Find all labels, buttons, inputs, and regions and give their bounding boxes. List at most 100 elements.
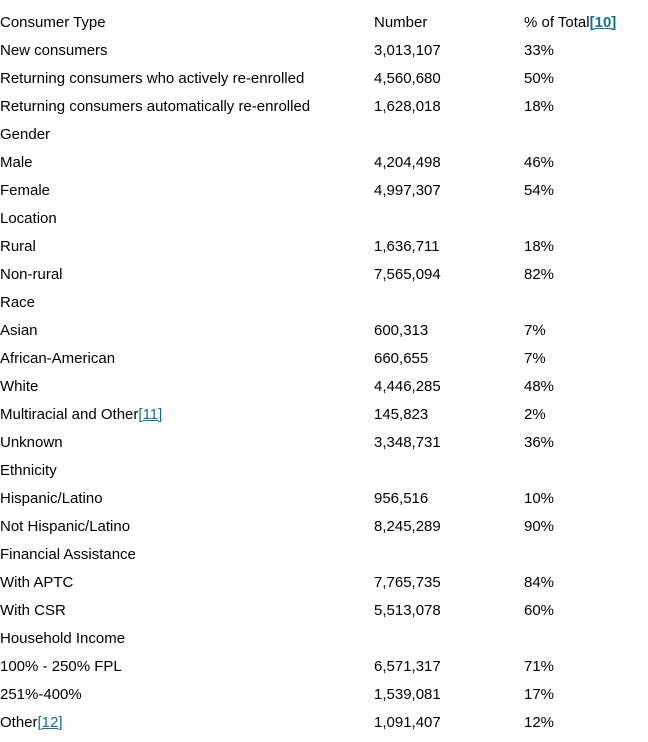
row-number: 4,446,285 <box>374 377 441 395</box>
row-percent: 54% <box>524 181 555 199</box>
column-header-number: Number <box>374 13 428 31</box>
table-row: With CSR 5,513,078 60% <box>0 596 648 624</box>
row-label: 100% - 250% FPL <box>0 657 122 675</box>
row-label: Female <box>0 181 51 199</box>
row-percent: 84% <box>524 573 555 591</box>
row-percent: 2% <box>524 405 546 423</box>
pct-of-total-label: % of Total <box>524 13 590 31</box>
table-row: Hispanic/Latino 956,516 10% <box>0 484 648 512</box>
row-number: 3,348,731 <box>374 433 441 451</box>
section-header-ethnicity: Ethnicity <box>0 461 57 479</box>
section-header-row: Race <box>0 288 648 316</box>
row-label: 251%-400% <box>0 685 82 703</box>
table-row: Other[12] 1,091,407 12% <box>0 708 648 736</box>
table-row: Male 4,204,498 46% <box>0 148 648 176</box>
row-label: Non-rural <box>0 265 63 283</box>
row-percent: 60% <box>524 601 555 619</box>
row-label: Returning consumers automatically re-enr… <box>0 97 311 115</box>
row-percent: 18% <box>524 97 555 115</box>
row-label: Hispanic/Latino <box>0 489 103 507</box>
footnote-link-11[interactable]: [11] <box>138 405 163 423</box>
row-label-text: Other <box>0 713 38 731</box>
row-percent: 17% <box>524 685 555 703</box>
row-label: Rural <box>0 237 36 255</box>
row-percent: 7% <box>524 349 546 367</box>
row-label: Male <box>0 153 33 171</box>
section-header-row: Location <box>0 204 648 232</box>
row-label: Other[12] <box>0 708 374 736</box>
row-number: 6,571,317 <box>374 657 441 675</box>
section-header-financial-assistance: Financial Assistance <box>0 545 136 563</box>
row-number: 1,539,081 <box>374 685 441 703</box>
row-number: 7,565,094 <box>374 265 441 283</box>
table-row: With APTC 7,765,735 84% <box>0 568 648 596</box>
table-row: Non-rural 7,565,094 82% <box>0 260 648 288</box>
row-number: 1,091,407 <box>374 713 441 731</box>
row-number: 660,655 <box>374 349 429 367</box>
row-number: 7,765,735 <box>374 573 441 591</box>
row-label: Not Hispanic/Latino <box>0 517 131 535</box>
row-label: White <box>0 377 39 395</box>
table-header-row: Consumer Type Number % of Total[10] <box>0 8 648 36</box>
table-row: Multiracial and Other[11] 145,823 2% <box>0 400 648 428</box>
row-percent: 90% <box>524 517 555 535</box>
footnote-link-12[interactable]: [12] <box>37 713 63 731</box>
section-header-row: Financial Assistance <box>0 540 648 568</box>
row-number: 1,628,018 <box>374 97 441 115</box>
table-row: 251%-400% 1,539,081 17% <box>0 680 648 708</box>
row-label: With APTC <box>0 573 74 591</box>
row-number: 8,245,289 <box>374 517 441 535</box>
row-number: 3,013,107 <box>374 41 441 59</box>
row-percent: 33% <box>524 41 555 59</box>
column-header-pct-of-total: % of Total[10] <box>524 8 648 36</box>
row-label: Returning consumers who actively re-enro… <box>0 69 305 87</box>
row-percent: 71% <box>524 657 555 675</box>
table-row: 100% - 250% FPL 6,571,317 71% <box>0 652 648 680</box>
section-header-row: Gender <box>0 120 648 148</box>
row-label: African-American <box>0 349 116 367</box>
table-row: Not Hispanic/Latino 8,245,289 90% <box>0 512 648 540</box>
row-label: Unknown <box>0 433 63 451</box>
section-header-household-income: Household Income <box>0 629 126 647</box>
table-row: Asian 600,313 7% <box>0 316 648 344</box>
row-percent: 50% <box>524 69 555 87</box>
footnote-link-10[interactable]: [10] <box>589 13 617 31</box>
section-header-race: Race <box>0 293 36 311</box>
row-number: 956,516 <box>374 489 429 507</box>
table-row: New consumers 3,013,107 33% <box>0 36 648 64</box>
row-percent: 12% <box>524 713 555 731</box>
row-label: New consumers <box>0 41 108 59</box>
table-row: Returning consumers automatically re-enr… <box>0 92 648 120</box>
row-number: 5,513,078 <box>374 601 441 619</box>
row-number: 4,997,307 <box>374 181 441 199</box>
row-percent: 48% <box>524 377 555 395</box>
section-header-location: Location <box>0 209 57 227</box>
row-label-text: Multiracial and Other <box>0 405 139 423</box>
row-percent: 7% <box>524 321 546 339</box>
table-row: Unknown 3,348,731 36% <box>0 428 648 456</box>
enrollment-stats-table: Consumer Type Number % of Total[10] New … <box>0 8 648 736</box>
row-percent: 18% <box>524 237 555 255</box>
row-percent: 10% <box>524 489 555 507</box>
row-percent: 46% <box>524 153 555 171</box>
row-number: 4,204,498 <box>374 153 441 171</box>
table-row: African-American 660,655 7% <box>0 344 648 372</box>
row-number: 145,823 <box>374 405 429 423</box>
table-row: Female 4,997,307 54% <box>0 176 648 204</box>
row-label: Multiracial and Other[11] <box>0 400 374 428</box>
row-label: With CSR <box>0 601 66 619</box>
row-percent: 82% <box>524 265 555 283</box>
table-row: Returning consumers who actively re-enro… <box>0 64 648 92</box>
column-header-consumer-type: Consumer Type <box>0 13 106 31</box>
row-label: Asian <box>0 321 38 339</box>
row-number: 4,560,680 <box>374 69 441 87</box>
row-number: 1,636,711 <box>374 237 440 255</box>
table-row: White 4,446,285 48% <box>0 372 648 400</box>
row-percent: 36% <box>524 433 555 451</box>
table-row: Rural 1,636,711 18% <box>0 232 648 260</box>
section-header-row: Household Income <box>0 624 648 652</box>
section-header-row: Ethnicity <box>0 456 648 484</box>
row-number: 600,313 <box>374 321 429 339</box>
section-header-gender: Gender <box>0 125 51 143</box>
